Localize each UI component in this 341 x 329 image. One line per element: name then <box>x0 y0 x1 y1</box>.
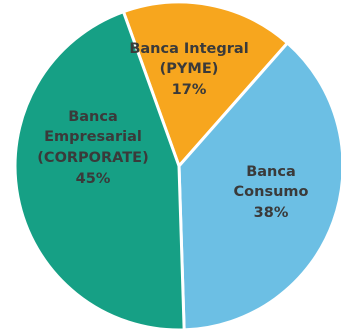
pie-slice <box>13 10 186 329</box>
pie-labels: Banca Integral (PYME) 17% Banca Consumo … <box>37 41 308 221</box>
slice-label-line: (CORPORATE) <box>37 150 148 166</box>
slice-label-line: Banca Integral <box>129 41 248 57</box>
slice-label-line: Banca <box>68 109 118 125</box>
slice-label-line: Empresarial <box>44 129 142 145</box>
slice-value-label: 45% <box>76 171 111 187</box>
pie-slices <box>13 0 341 329</box>
slice-label-line: Consumo <box>234 184 309 200</box>
slice-value-label: 38% <box>254 205 289 221</box>
pie-slice <box>177 41 341 329</box>
slice-value-label: 17% <box>172 82 207 98</box>
slice-label-line: (PYME) <box>160 61 219 77</box>
slice-label-line: Banca <box>246 164 296 180</box>
